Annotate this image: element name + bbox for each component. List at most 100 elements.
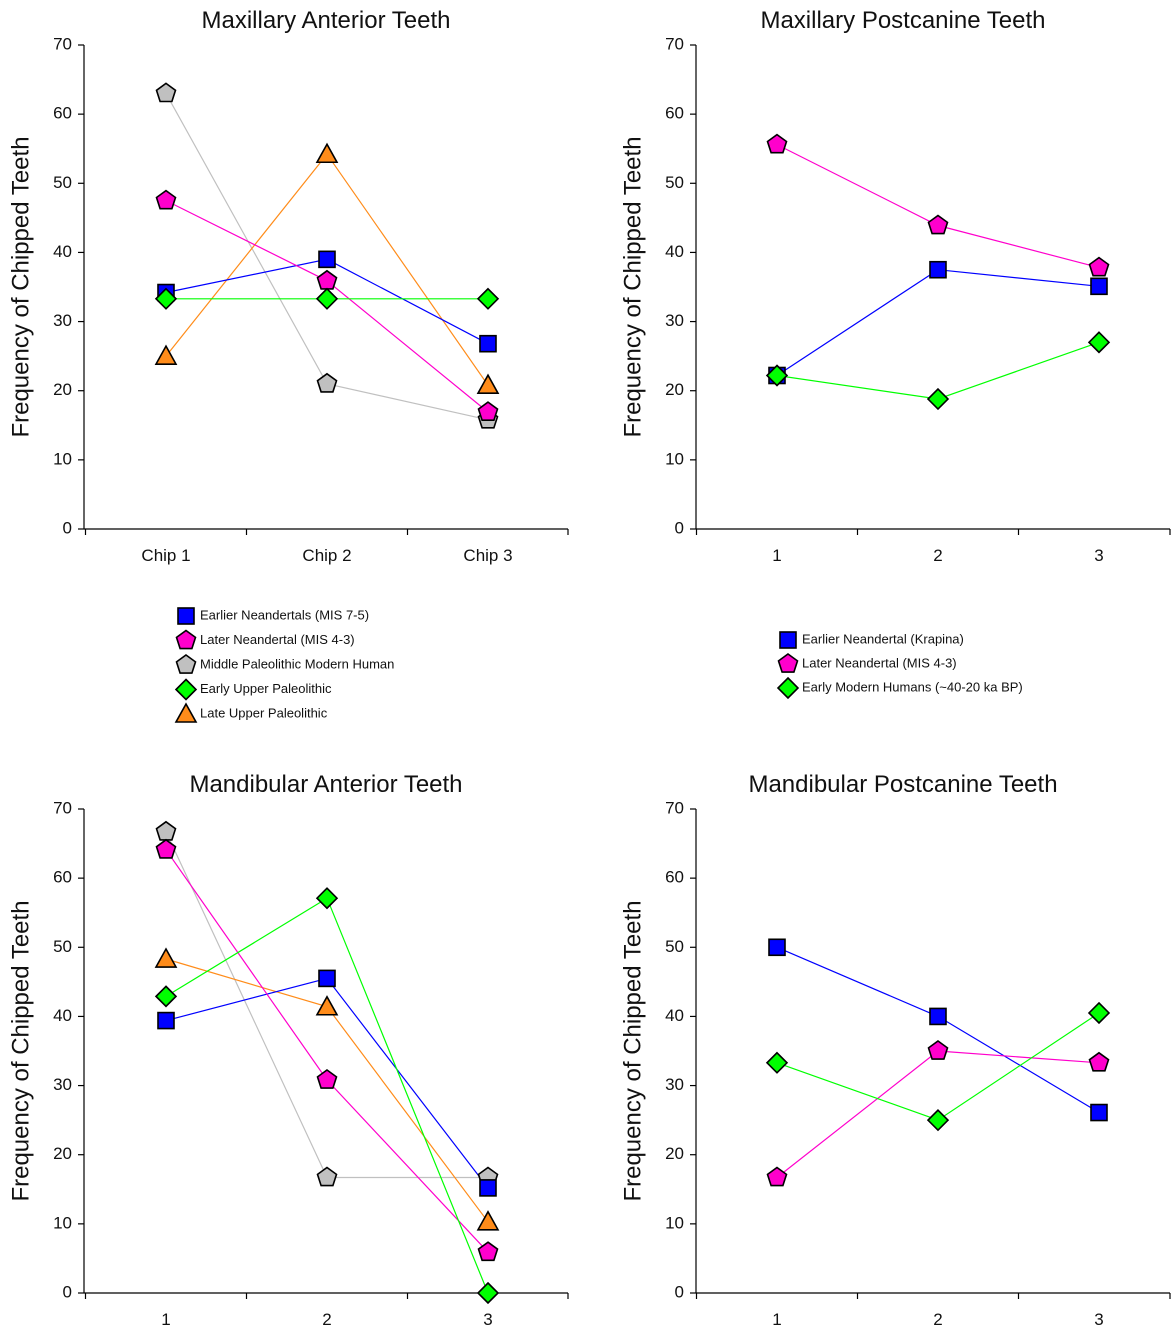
y-tick-label: 60	[53, 104, 72, 123]
y-tick-label: 10	[53, 1213, 72, 1232]
chart-title: Mandibular Postcanine Teeth	[748, 771, 1057, 798]
legend-marker	[174, 678, 198, 701]
data-point	[479, 1179, 497, 1197]
data-point	[1090, 277, 1108, 296]
y-tick-label: 60	[665, 104, 684, 123]
y-tick-label: 40	[53, 242, 72, 261]
chart-panel-3: Mandibular Anterior Teeth Frequency of Ch…	[7, 771, 569, 1329]
y-tick-label: 30	[53, 1075, 72, 1094]
legend-label: Middle Paleolithic Modern Human	[200, 656, 394, 671]
legend-label: Later Neandertal (MIS 4-3)	[200, 632, 355, 647]
x-tick-label: 1	[772, 546, 781, 565]
data-point	[154, 947, 178, 968]
y-tick-label: 0	[675, 518, 684, 537]
y-tick-label: 60	[665, 868, 684, 887]
y-tick-label: 10	[53, 449, 72, 468]
y-tick-label: 40	[665, 242, 684, 261]
y-axis-label: Frequency of Chipped Teeth	[7, 136, 34, 437]
data-point	[318, 969, 336, 988]
y-tick-label: 50	[665, 937, 684, 956]
x-tick-label: Chip 3	[463, 546, 512, 565]
legend-label: Early Modern Humans (~40-20 ka BP)	[802, 679, 1023, 694]
data-point	[476, 373, 500, 394]
data-point	[318, 250, 336, 269]
legend-marker	[175, 654, 197, 674]
chart-title: Maxillary Postcanine Teeth	[760, 7, 1045, 34]
y-tick-label: 50	[53, 173, 72, 192]
data-point	[315, 287, 339, 310]
data-point	[929, 1007, 947, 1026]
x-tick-label: 1	[161, 1310, 170, 1329]
chart-panel-4: Mandibular Postcanine Teeth Frequency of …	[619, 771, 1171, 1329]
y-axis-label: Frequency of Chipped Teeth	[619, 136, 646, 437]
y-tick-label: 20	[665, 380, 684, 399]
legend-marker	[779, 631, 797, 649]
x-tick-label: 3	[483, 1310, 492, 1329]
y-tick-label: 70	[665, 34, 684, 53]
data-point	[477, 401, 499, 422]
data-point	[1088, 1051, 1110, 1072]
y-tick-label: 40	[53, 1006, 72, 1025]
data-point	[315, 142, 339, 164]
data-point	[155, 838, 177, 859]
data-point	[1090, 1103, 1108, 1122]
y-tick-label: 20	[665, 1144, 684, 1163]
y-tick-label: 20	[53, 1144, 72, 1163]
chart-panel-1: Maxillary Anterior Teeth Frequency of Chi…	[7, 7, 569, 565]
data-point	[315, 995, 339, 1016]
data-point	[926, 1109, 950, 1132]
data-point	[476, 1210, 500, 1231]
data-point	[927, 214, 949, 235]
legend-label: Later Neandertal (MIS 4-3)	[802, 655, 957, 670]
legend-marker	[174, 702, 198, 723]
data-point	[154, 985, 178, 1008]
data-point	[155, 82, 177, 103]
data-point	[766, 1166, 788, 1187]
legend-marker	[177, 607, 195, 625]
data-point	[1087, 1001, 1111, 1025]
series-line-2	[165, 153, 489, 386]
series-line-5	[165, 897, 489, 1294]
data-point	[154, 287, 178, 310]
data-point	[476, 1281, 500, 1305]
x-tick-label: 3	[1094, 546, 1103, 565]
x-tick-label: 2	[322, 1310, 331, 1329]
data-point	[316, 372, 338, 393]
legend-marker	[175, 629, 197, 650]
series-line-2	[776, 144, 1100, 269]
data-point	[927, 1040, 949, 1060]
legend-marker	[776, 676, 800, 700]
y-tick-label: 70	[53, 798, 72, 817]
data-point	[316, 1166, 338, 1187]
x-tick-label: 3	[1094, 1310, 1103, 1329]
legend-label: Late Upper Paleolithic	[200, 705, 328, 720]
data-point	[154, 344, 178, 365]
data-point	[477, 1241, 499, 1262]
data-point	[765, 364, 789, 387]
x-tick-label: Chip 1	[141, 546, 190, 565]
chart-panel-2: Maxillary Postcanine Teeth Frequency of C…	[619, 7, 1171, 565]
series-line-1	[776, 946, 1100, 1114]
data-point	[1088, 256, 1110, 277]
data-point	[316, 269, 338, 290]
data-point	[768, 938, 786, 957]
y-tick-label: 30	[665, 1075, 684, 1094]
y-tick-label: 60	[53, 868, 72, 887]
y-tick-label: 0	[63, 518, 72, 537]
chart-title: Mandibular Anterior Teeth	[189, 771, 462, 798]
y-tick-label: 0	[63, 1282, 72, 1301]
y-tick-label: 30	[665, 311, 684, 330]
chart-title: Maxillary Anterior Teeth	[202, 7, 451, 34]
x-tick-label: 1	[772, 1310, 781, 1329]
data-point	[155, 820, 177, 841]
legend-2: Earlier Neandertal (Krapina) Later Neande…	[776, 631, 1023, 700]
x-tick-label: Chip 2	[302, 546, 351, 565]
legend-1: Earlier Neandertals (MIS 7-5) Later Neand…	[174, 607, 394, 723]
y-axis-label: Frequency of Chipped Teeth	[619, 900, 646, 1201]
data-point	[1087, 331, 1111, 354]
y-tick-label: 30	[53, 311, 72, 330]
data-point	[929, 260, 947, 279]
data-point	[155, 189, 177, 210]
data-point	[315, 887, 339, 910]
